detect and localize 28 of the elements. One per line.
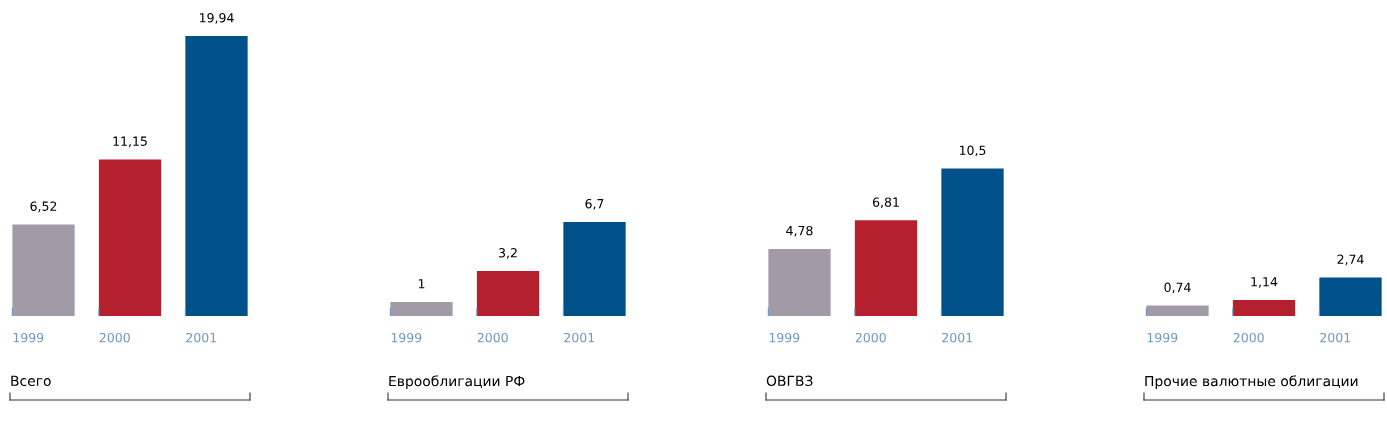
x-tick-label: 1999 <box>1147 332 1178 343</box>
x-tick-label: 2000 <box>855 332 886 343</box>
x-tick-label: 2000 <box>1233 332 1264 343</box>
data-label: 2,74 <box>1337 254 1364 266</box>
x-tick-label: 1999 <box>13 332 44 343</box>
data-label: 0,74 <box>1164 282 1191 294</box>
data-label: 6,52 <box>30 201 57 213</box>
data-label: 6,7 <box>585 198 604 210</box>
x-axis-title: Прочие валютные облигации <box>1145 375 1358 389</box>
data-label: 3,2 <box>499 248 517 259</box>
x-tick-label: 1999 <box>769 332 800 343</box>
x-tick-label: 2000 <box>477 332 508 343</box>
data-label: 6,81 <box>872 197 899 209</box>
x-tick-label: 1999 <box>391 332 422 343</box>
data-label: 4,78 <box>786 225 813 237</box>
data-label: 1 <box>418 279 425 289</box>
x-tick-label: 2000 <box>99 332 130 343</box>
data-label: 10,5 <box>959 145 986 157</box>
data-label: 1,14 <box>1251 277 1278 288</box>
x-axis-title: Еврооблигации РФ <box>389 375 525 389</box>
data-label: 19,94 <box>199 13 234 24</box>
x-tick-label: 2001 <box>564 332 595 343</box>
x-axis-title: Всего <box>11 375 51 387</box>
x-tick-label: 2001 <box>1320 332 1351 343</box>
x-tick-label: 2001 <box>186 332 217 343</box>
x-tick-label: 2001 <box>942 332 973 343</box>
x-axis-title: ОВГВЗ <box>766 375 813 387</box>
data-label: 11,15 <box>113 136 147 148</box>
